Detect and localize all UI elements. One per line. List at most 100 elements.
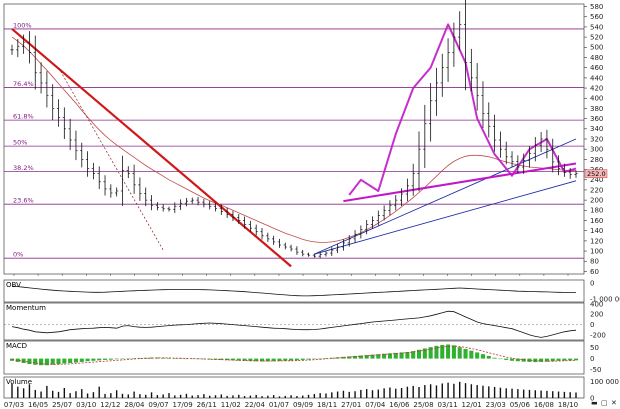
momentum-y-tick-label: -200	[590, 331, 606, 339]
price-y-tick-label: 420	[590, 84, 603, 92]
fib-level-label: 38.2%	[13, 164, 34, 172]
macd-histogram-bar	[568, 358, 573, 361]
macd-histogram-bar	[492, 357, 497, 359]
macd-histogram-bar	[382, 353, 387, 359]
macd-histogram-bar	[504, 358, 509, 360]
price-y-tick-label: 400	[590, 95, 603, 103]
obv-frame	[3, 279, 585, 303]
x-tick-label: 16/05	[28, 401, 48, 409]
macd-frame	[3, 340, 585, 375]
macd-histogram-bar	[364, 355, 369, 359]
macd-histogram-bar	[434, 345, 439, 359]
x-axis: 07/03 16/05 25/07 03/10 12/12 28/04 09/07 17/09…	[4, 274, 578, 409]
macd-histogram-bar	[498, 358, 503, 360]
momentum-title: Momentum	[6, 304, 46, 312]
obv-panel: OBV 0 -1 000 000	[3, 279, 620, 303]
macd-histogram-bar	[97, 358, 102, 361]
macd-histogram-bar	[68, 358, 73, 363]
x-tick-label: 03/11	[437, 401, 457, 409]
dashed-downtrend-trendline	[58, 67, 164, 251]
price-y-tick-label: 500	[590, 44, 603, 52]
last-price-flag	[584, 169, 608, 178]
macd-histogram-bar	[457, 347, 462, 359]
macd-histogram-bar	[289, 358, 294, 361]
macd-histogram-bar	[271, 358, 276, 362]
macd-title: MACD	[6, 342, 27, 350]
macd-histogram-bar	[556, 358, 561, 361]
x-tick-label: 12/12	[100, 401, 120, 409]
macd-histogram-bar	[533, 358, 538, 363]
macd-y-tick-label: 0	[590, 355, 594, 363]
macd-histogram-bar	[353, 355, 358, 359]
macd-histogram-bar	[451, 345, 456, 359]
macd-histogram-bar	[155, 357, 160, 359]
macd-histogram-bar	[85, 358, 90, 362]
price-frame	[3, 3, 585, 275]
macd-histogram-bar	[283, 358, 288, 361]
macd-histogram-bar	[573, 358, 579, 361]
macd-histogram-bar	[510, 358, 515, 361]
fib-level-label: 0%	[13, 251, 23, 259]
price-y-tick-label: 200	[590, 197, 603, 205]
macd-panel: MACD 50 0 -50	[3, 340, 601, 375]
momentum-y-tick-label: 0	[590, 321, 594, 329]
macd-histogram-bar	[39, 358, 44, 366]
last-price-label: 252.0	[587, 170, 606, 178]
x-tick-label: 25/07	[52, 401, 72, 409]
macd-histogram-bar	[399, 352, 404, 359]
macd-histogram-bar	[294, 358, 299, 361]
close-button[interactable]: ✕	[611, 399, 617, 407]
x-tick-label: 12/01	[462, 401, 482, 409]
macd-y-tick-label: -50	[590, 366, 601, 374]
macd-histogram-bar	[521, 358, 526, 362]
macd-histogram-bar	[21, 358, 26, 363]
macd-histogram-bar	[539, 358, 544, 362]
fib-level-label: 76.4%	[13, 80, 34, 88]
window-controls[interactable]: ▬ ▢ ✕	[591, 399, 617, 407]
obv-y-tick-label: -1 000 000	[590, 295, 620, 303]
neckline-trendline	[343, 162, 577, 203]
x-tick-label: 05/06	[510, 401, 531, 409]
macd-histogram-bar	[120, 358, 125, 360]
fib-level-label: 23.6%	[13, 197, 34, 205]
macd-histogram-bar	[515, 358, 520, 362]
macd-histogram-bar	[259, 358, 265, 362]
macd-histogram-bar	[242, 358, 247, 361]
macd-histogram-bar	[393, 352, 398, 359]
macd-histogram-bar	[207, 358, 212, 360]
restore-button[interactable]: ▢	[601, 399, 608, 407]
macd-histogram-bar	[79, 358, 84, 362]
macd-histogram-bar	[480, 354, 486, 359]
price-y-tick-label: 580	[590, 3, 603, 11]
x-tick-label: 25/08	[413, 401, 433, 409]
macd-histogram-bar	[312, 358, 317, 360]
minimize-button[interactable]: ▬	[591, 399, 598, 407]
macd-histogram-bar	[475, 352, 480, 359]
macd-histogram-bar	[248, 358, 253, 362]
macd-histogram-bar	[73, 358, 78, 363]
macd-histogram-bar	[15, 358, 20, 362]
macd-histogram-bar	[277, 358, 282, 362]
x-tick-label: 07/04	[365, 401, 386, 409]
x-tick-label: 22/04	[245, 401, 266, 409]
uptrend-1-trendline	[314, 180, 577, 255]
x-tick-label: 27/01	[341, 401, 361, 409]
macd-histogram-bar	[201, 358, 206, 360]
price-y-tick-label: 100	[590, 247, 603, 255]
macd-y-tick-label: 50	[590, 344, 599, 352]
x-tick-label: 11/02	[221, 401, 241, 409]
price-y-tick-label: 60	[590, 268, 599, 276]
volume-panel: Volume 100 000 0	[3, 376, 619, 402]
macd-histogram-bar	[236, 358, 241, 361]
macd-histogram-bar	[440, 344, 445, 359]
price-y-tick-label: 360	[590, 115, 603, 123]
x-tick-label: 18/10	[558, 401, 578, 409]
moving-average-line	[11, 36, 576, 243]
price-y-tick-label: 280	[590, 156, 603, 164]
x-tick-label: 28/04	[124, 401, 145, 409]
x-tick-label: 16/06	[389, 401, 410, 409]
macd-histogram-bar	[527, 358, 532, 362]
macd-histogram-bar	[50, 358, 55, 365]
macd-histogram-bar	[230, 358, 235, 361]
price-y-tick-label: 80	[590, 258, 599, 266]
